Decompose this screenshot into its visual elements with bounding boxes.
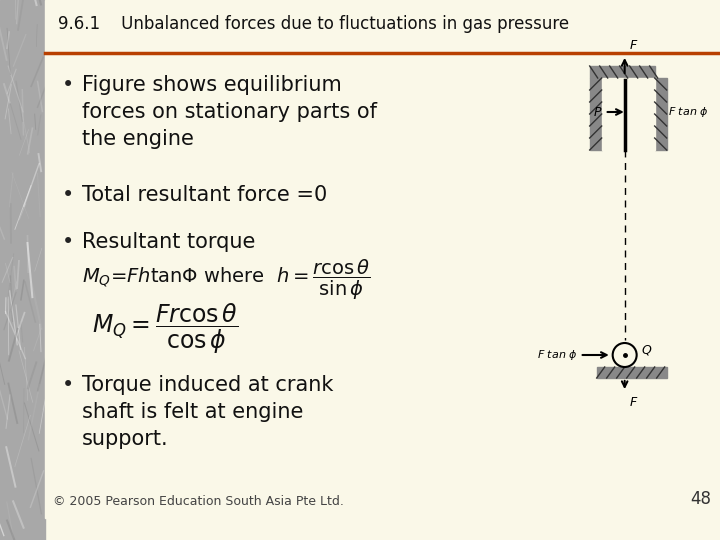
Text: •: •: [62, 185, 74, 205]
Text: Resultant torque: Resultant torque: [82, 232, 256, 252]
Bar: [654, 78, 667, 150]
Text: © 2005 Pearson Education South Asia Pte Ltd.: © 2005 Pearson Education South Asia Pte …: [53, 495, 344, 508]
Text: •: •: [62, 75, 74, 95]
Text: $F$: $F$: [629, 39, 638, 52]
Bar: [45, 53, 719, 518]
Bar: [597, 367, 667, 378]
Text: $F$ tan $\phi$: $F$ tan $\phi$: [537, 348, 577, 362]
Text: Torque induced at crank
shaft is felt at engine
support.: Torque induced at crank shaft is felt at…: [82, 375, 333, 449]
Bar: [590, 66, 654, 78]
Text: Total resultant force =0: Total resultant force =0: [82, 185, 327, 205]
Text: $Q$: $Q$: [641, 343, 652, 357]
Bar: [45, 0, 719, 52]
Text: $M_Q$=$Fh$tan$\Phi$ where  $h = \dfrac{r\cos\theta}{\sin\phi}$: $M_Q$=$Fh$tan$\Phi$ where $h = \dfrac{r\…: [82, 258, 370, 302]
Text: •: •: [62, 232, 74, 252]
Bar: [590, 78, 602, 150]
Text: 9.6.1    Unbalanced forces due to fluctuations in gas pressure: 9.6.1 Unbalanced forces due to fluctuati…: [58, 15, 569, 33]
Bar: [602, 78, 654, 150]
Text: 48: 48: [690, 490, 711, 508]
Text: $F$ tan $\phi$: $F$ tan $\phi$: [667, 105, 708, 119]
Text: Figure shows equilibrium
forces on stationary parts of
the engine: Figure shows equilibrium forces on stati…: [82, 75, 377, 150]
Bar: [0, 0, 45, 540]
Text: •: •: [62, 375, 74, 395]
Text: $P$: $P$: [593, 105, 603, 118]
Text: $F$: $F$: [629, 396, 638, 409]
Text: $M_Q = \dfrac{Fr\cos\theta}{\cos\phi}$: $M_Q = \dfrac{Fr\cos\theta}{\cos\phi}$: [92, 302, 238, 356]
Circle shape: [613, 343, 636, 367]
